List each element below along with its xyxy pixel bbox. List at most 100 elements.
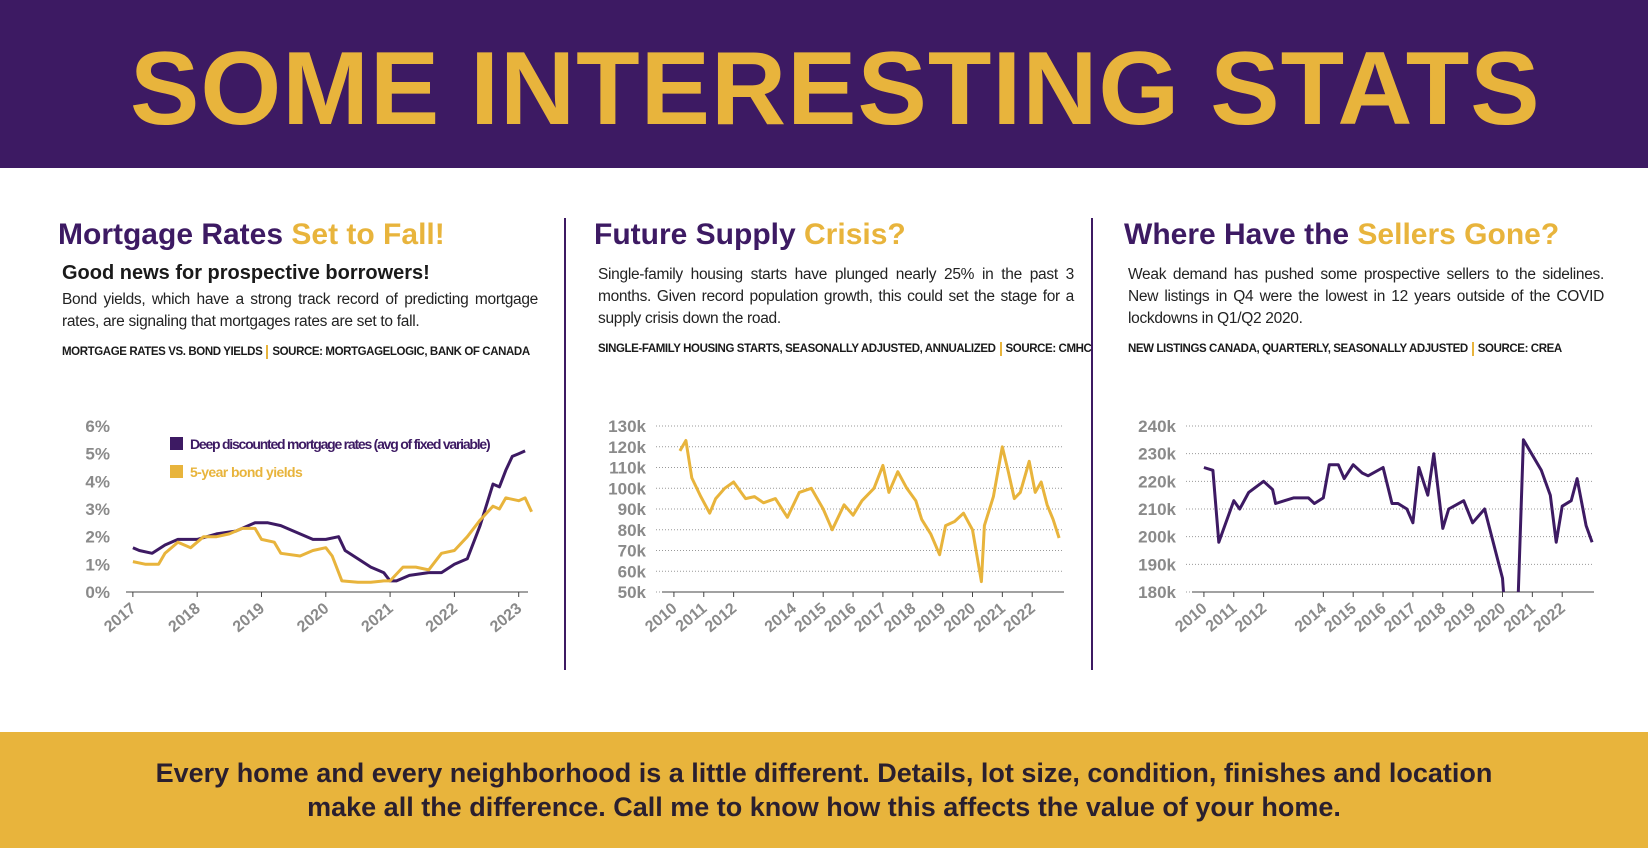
chart-note: MORTGAGE RATES VS. BOND YIELDS [62,346,263,359]
chart-panel: Where Have the Sellers Gone? Weak demand … [1124,218,1604,670]
y-tick-label: 1% [85,555,110,574]
y-tick-label: 3% [85,500,110,519]
y-tick-label: 110k [609,459,646,478]
x-tick-label: 2023 [487,600,525,636]
x-tick-label: 2019 [1441,600,1479,636]
title-text: Mortgage Rates [58,218,284,251]
chart-panel: Mortgage Rates Set to Fall! Good news for… [58,218,538,670]
legend-label: 5-year bond yields [190,464,303,480]
chart-description: Weak demand has pushed some prospective … [1128,266,1604,327]
y-tick-label: 240k [1138,417,1176,436]
y-tick-label: 5% [85,445,110,464]
y-tick-label: 90k [618,500,647,519]
data-line [678,439,1061,584]
x-tick-label: 2018 [1411,600,1449,636]
chart-description: Bond yields, which have a strong track r… [62,291,538,330]
chart-description: Single-family housing starts have plunge… [598,266,1074,327]
x-tick-label: 2017 [851,600,889,636]
chart-title: Mortgage Rates Set to Fall! [58,218,538,252]
title-highlight: Crisis? [804,218,906,251]
x-tick-label: 2017 [101,600,139,636]
divider [564,218,566,670]
data-line [132,496,533,584]
divider [1091,218,1093,670]
x-tick-label: 2021 [1501,600,1539,636]
x-tick-label: 2020 [941,600,979,636]
chart-source: SOURCE: CREA [1477,343,1562,356]
chart-note: SINGLE-FAMILY HOUSING STARTS, SEASONALLY… [598,343,996,356]
source-line: SINGLE-FAMILY HOUSING STARTS, SEASONALLY… [598,342,1092,356]
x-tick-label: 2012 [1232,600,1270,636]
y-tick-label: 180k [1138,583,1176,602]
x-tick-label: 2018 [166,600,204,636]
legend-swatch [170,465,183,478]
chart-title: Where Have the Sellers Gone? [1124,218,1604,252]
title-text: Where Have the [1124,218,1350,251]
x-tick-label: 2020 [294,600,332,636]
x-tick-label: 2014 [762,600,800,636]
title-highlight: Set to Fall! [291,218,445,251]
header: SOME INTERESTING STATS [0,0,1648,168]
x-tick-label: 2022 [1001,600,1039,636]
x-tick-label: 2012 [702,600,740,636]
chart-note: NEW LISTINGS CANADA, QUARTERLY, SEASONAL… [1128,343,1468,356]
y-tick-label: 80k [618,521,647,540]
y-tick-label: 0% [85,583,110,602]
footer-text: Every home and every neighborhood is a l… [155,758,1493,822]
chart: 50k60k70k80k90k100k110k120k130k201020112… [608,417,1064,636]
x-tick-label: 2019 [911,600,949,636]
x-tick-label: 2017 [1381,600,1419,636]
x-tick-label: 2020 [1471,600,1509,636]
chart: 180k 190k 200k 210k 220k 230k 240k 201020112012… [1138,417,1594,636]
x-tick-label: 2011 [1203,600,1241,635]
source-line: NEW LISTINGS CANADA, QUARTERLY, SEASONAL… [1128,342,1604,356]
source-line: MORTGAGE RATES VS. BOND YIELDS SOURCE: MO… [62,345,538,359]
y-tick-label: 210k [1138,500,1176,519]
y-tick-label: 100k [608,479,646,498]
y-tick-label: 190k [1138,555,1176,574]
title-highlight: Sellers Gone? [1357,218,1560,251]
x-tick-label: 2022 [1531,600,1569,636]
y-tick-label: 120k [608,438,646,457]
x-tick-label: 2010 [1172,600,1210,636]
columns: Mortgage Rates Set to Fall! Good news for… [0,218,1648,670]
chart: 0% 1% 2% 3% 4% 5% 6% 2017 2018 2019 2020 2021 2022 20… [85,417,533,636]
title-text: Future Supply [594,218,796,251]
legend-label: Deep discounted mortgage rates (avg of f… [190,436,490,452]
y-tick-label: 6% [85,417,110,436]
page-title: SOME INTERESTING STATS [130,31,1541,147]
chart-title: Future Supply Crisis? [594,218,1074,252]
footer: Every home and every neighborhood is a l… [0,732,1648,848]
data-line [1203,438,1594,592]
x-tick-label: 2016 [1351,600,1389,636]
legend-swatch [170,437,183,450]
y-tick-label: 50k [618,583,647,602]
chart-source: SOURCE: CMHC [1005,343,1092,356]
x-tick-label: 2016 [821,600,859,636]
x-tick-label: 2021 [971,600,1009,636]
y-tick-label: 2% [85,528,110,547]
x-tick-label: 2022 [423,600,461,636]
separator [266,345,269,359]
x-tick-label: 2018 [881,600,919,636]
y-tick-label: 220k [1138,472,1176,491]
separator [999,342,1002,356]
x-tick-label: 2021 [358,600,396,636]
y-tick-label: 4% [85,472,110,491]
chart-source: SOURCE: MORTGAGELOGIC, BANK OF CANADA [272,346,530,359]
x-tick-label: 2014 [1292,600,1330,636]
x-tick-label: 2015 [792,600,830,636]
x-tick-label: 2011 [673,600,711,635]
y-tick-label: 70k [618,542,647,561]
x-tick-label: 2010 [642,600,680,636]
x-tick-label: 2015 [1322,600,1360,636]
y-tick-label: 60k [618,562,647,581]
x-tick-label: 2019 [230,600,268,636]
y-tick-label: 130k [608,417,646,436]
y-tick-label: 230k [1138,445,1176,464]
y-tick-label: 200k [1138,528,1176,547]
separator [1471,342,1474,356]
chart-panel: Future Supply Crisis? Single-family housi… [594,218,1092,670]
chart-subtitle: Good news for prospective borrowers! [62,262,430,284]
